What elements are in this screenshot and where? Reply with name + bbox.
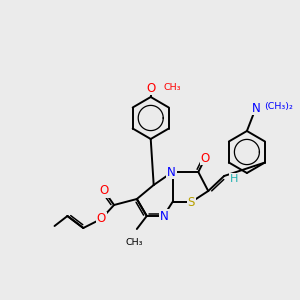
Text: N: N [167, 166, 176, 178]
Text: H: H [230, 174, 238, 184]
Text: CH₃: CH₃ [164, 82, 181, 91]
Text: S: S [188, 196, 195, 208]
Text: CH₃: CH₃ [125, 238, 142, 247]
Text: O: O [100, 184, 109, 197]
Text: N: N [160, 209, 169, 223]
Text: (CH₃)₂: (CH₃)₂ [264, 103, 292, 112]
Text: O: O [201, 152, 210, 164]
Text: N: N [251, 101, 260, 115]
Text: O: O [97, 212, 106, 226]
Text: O: O [146, 82, 155, 94]
